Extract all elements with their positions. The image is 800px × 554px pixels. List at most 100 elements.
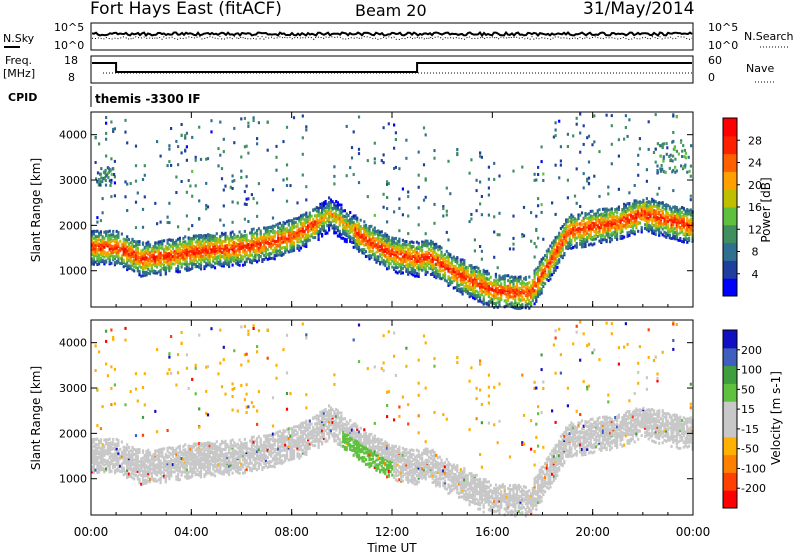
power-cell	[584, 242, 587, 246]
power-cell	[124, 180, 127, 184]
power-cell	[552, 239, 555, 243]
power-cell	[184, 251, 187, 254]
power-cell	[545, 255, 548, 259]
power-cell	[408, 257, 411, 261]
power-cell	[307, 239, 310, 243]
power-cell	[559, 254, 562, 258]
power-cell	[364, 235, 368, 239]
power-cell	[496, 233, 499, 237]
power-cell	[617, 220, 620, 224]
power-cell	[271, 239, 275, 243]
power-cell	[108, 233, 111, 237]
power-cell	[503, 289, 506, 293]
power-cell	[526, 285, 529, 289]
power-cell	[668, 205, 671, 209]
velocity-cell	[106, 438, 109, 442]
power-cell	[651, 216, 654, 220]
power-cell	[533, 284, 536, 288]
power-cell	[624, 223, 627, 227]
power-cell	[558, 260, 561, 264]
power-cell	[480, 155, 483, 159]
power-cell	[219, 246, 222, 250]
velocity-cell	[94, 344, 97, 348]
power-cell	[428, 251, 431, 255]
power-cell	[681, 240, 684, 243]
power-cell	[173, 258, 176, 262]
power-cell	[447, 257, 450, 261]
power-cell	[628, 118, 631, 122]
power-cell	[447, 261, 450, 265]
power-cell	[605, 211, 608, 215]
power-cell	[435, 274, 438, 278]
power-cell	[512, 242, 515, 246]
power-cell	[319, 202, 322, 206]
power-cell	[192, 262, 195, 266]
power-cell	[687, 155, 690, 159]
power-cell	[349, 221, 352, 225]
power-cell	[507, 279, 510, 283]
power-cell	[405, 245, 408, 249]
power-cell	[542, 274, 545, 278]
velocity-cell	[91, 458, 94, 462]
power-cell	[154, 245, 157, 249]
power-cell	[515, 283, 519, 287]
power-cell	[407, 190, 410, 194]
power-cell	[666, 226, 670, 230]
power-cell	[662, 142, 665, 146]
power-cell	[170, 163, 173, 167]
power-cell	[196, 238, 199, 242]
power-cell	[336, 216, 339, 220]
power-cell	[651, 212, 654, 216]
power-cell	[199, 265, 203, 269]
power-cell	[305, 185, 308, 189]
velocity-cell	[129, 472, 132, 476]
power-cell	[127, 255, 131, 259]
power-cell	[631, 229, 634, 233]
power-cell	[92, 259, 95, 263]
power-cell	[463, 289, 466, 293]
power-cell	[294, 225, 297, 229]
power-cell	[236, 255, 239, 259]
velocity-cell	[120, 450, 123, 454]
power-cell	[600, 215, 603, 219]
power-cell	[652, 232, 656, 235]
power-cell	[677, 152, 680, 156]
power-cell	[273, 224, 276, 228]
power-cell	[658, 207, 661, 210]
power-cell	[303, 229, 306, 233]
power-cell	[98, 238, 101, 242]
power-cell	[442, 276, 445, 280]
power-cell	[621, 214, 624, 218]
power-cell	[480, 300, 483, 304]
power-cell	[166, 252, 169, 256]
power-cell	[424, 250, 427, 254]
power-cell	[198, 246, 201, 250]
power-cell	[405, 269, 408, 273]
power-cell	[298, 216, 301, 220]
power-cell	[438, 245, 441, 249]
power-cell	[356, 223, 359, 227]
power-cell	[170, 127, 173, 130]
power-cell	[429, 258, 433, 262]
power-cell	[559, 226, 562, 230]
power-cell	[352, 130, 355, 134]
power-cell	[561, 239, 564, 242]
power-cell	[229, 185, 232, 189]
power-cell	[113, 261, 116, 265]
power-cell	[259, 245, 262, 249]
power-cell	[456, 269, 459, 272]
velocity-cell	[122, 453, 125, 457]
power-cell	[682, 144, 685, 148]
velocity-cell	[101, 405, 104, 409]
power-cell	[561, 241, 564, 244]
power-cell	[410, 272, 413, 276]
power-cell	[206, 263, 210, 267]
power-cell	[436, 269, 440, 273]
power-cell	[301, 233, 304, 237]
power-cell	[507, 292, 510, 296]
power-cell	[357, 152, 361, 156]
power-cell	[252, 232, 255, 236]
power-cell	[236, 260, 239, 264]
power-cell	[342, 214, 345, 218]
power-cell	[547, 247, 550, 251]
